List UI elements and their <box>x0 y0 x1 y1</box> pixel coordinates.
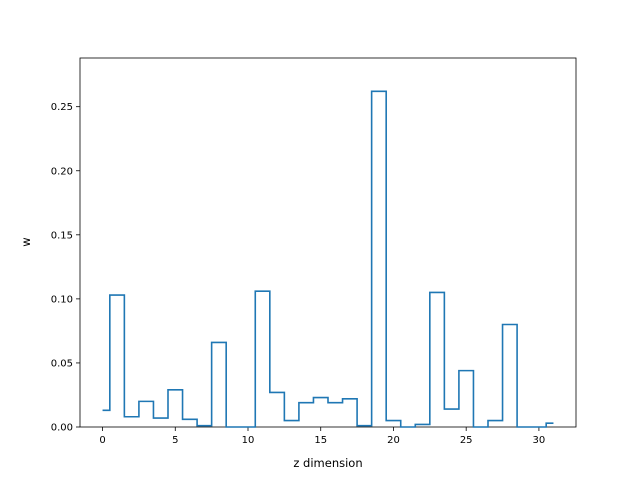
y-tick-label: 0.25 <box>51 102 73 113</box>
y-axis-label: w <box>19 237 33 246</box>
x-tick-label: 15 <box>314 435 327 446</box>
x-tick-label: 5 <box>172 435 178 446</box>
y-tick-label: 0.05 <box>51 358 73 369</box>
y-tick-label: 0.10 <box>51 294 73 305</box>
x-tick-label: 0 <box>99 435 105 446</box>
y-tick-label: 0.00 <box>51 423 73 434</box>
series-step-line <box>102 90 554 428</box>
x-axis-label: z dimension <box>293 456 362 470</box>
plot-area-frame <box>79 57 577 428</box>
x-tick-label: 25 <box>460 435 473 446</box>
x-tick-label: 20 <box>387 435 400 446</box>
x-tick-label: 30 <box>533 435 546 446</box>
y-axis: 0.00 0.05 0.10 0.15 0.20 0.25 <box>51 102 80 434</box>
y-tick-label: 0.15 <box>51 230 73 241</box>
x-tick-label: 10 <box>242 435 255 446</box>
series-layer <box>102 90 554 428</box>
x-axis: 0 5 10 15 20 25 30 <box>99 427 545 446</box>
y-tick-label: 0.20 <box>51 166 73 177</box>
